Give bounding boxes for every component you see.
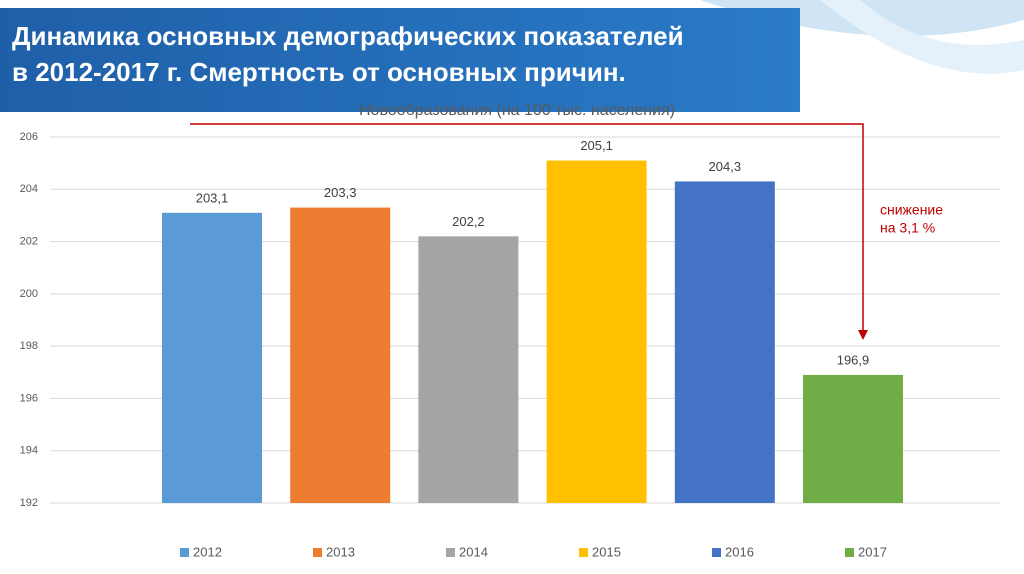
y-tick-label: 202 xyxy=(20,235,38,247)
value-label: 205,1 xyxy=(580,138,613,153)
slide-title: Динамика основных демографических показа… xyxy=(12,21,684,51)
value-label: 196,9 xyxy=(837,352,870,367)
legend-label: 2016 xyxy=(725,544,754,559)
bar xyxy=(803,374,903,503)
legend-swatch xyxy=(579,548,588,557)
legend-label: 2015 xyxy=(592,544,621,559)
arrow-head xyxy=(858,330,868,340)
y-tick-label: 198 xyxy=(20,340,38,352)
bar xyxy=(418,236,519,504)
legend-label: 2014 xyxy=(459,544,488,559)
value-label: 202,2 xyxy=(452,214,485,229)
annotation: на 3,1 % xyxy=(880,220,935,236)
decor xyxy=(820,0,1024,74)
legend-swatch xyxy=(712,548,721,557)
y-tick-label: 192 xyxy=(20,497,38,509)
y-tick-label: 196 xyxy=(20,392,38,404)
plot: 192 194 196 198 200 202 204 206 203,1 2012 203,3 20… xyxy=(20,131,1000,559)
slide-title: в 2012-2017 г. Смертность от основных пр… xyxy=(12,57,626,87)
y-tick-label: 200 xyxy=(20,288,38,300)
value-label: 204,3 xyxy=(709,159,742,174)
bar xyxy=(546,160,647,503)
bar xyxy=(290,207,391,504)
y-tick-label: 206 xyxy=(20,131,38,143)
y-tick-label: 194 xyxy=(20,445,38,457)
value-label: 203,3 xyxy=(324,185,357,200)
legend-swatch xyxy=(845,548,854,557)
chart-title: Новообразования (на 100 тыс. населения) xyxy=(359,102,675,119)
y-tick-label: 204 xyxy=(20,183,38,195)
legend-swatch xyxy=(313,548,322,557)
title-bar xyxy=(0,8,800,112)
bar xyxy=(674,181,775,503)
legend-label: 2012 xyxy=(193,544,222,559)
legend-swatch xyxy=(180,548,189,557)
legend-swatch xyxy=(446,548,455,557)
annotation: снижение xyxy=(880,202,943,218)
arrow xyxy=(190,123,864,332)
value-label: 203,1 xyxy=(196,190,229,205)
legend-label: 2013 xyxy=(326,544,355,559)
bar xyxy=(162,212,262,504)
legend-label: 2017 xyxy=(858,544,887,559)
